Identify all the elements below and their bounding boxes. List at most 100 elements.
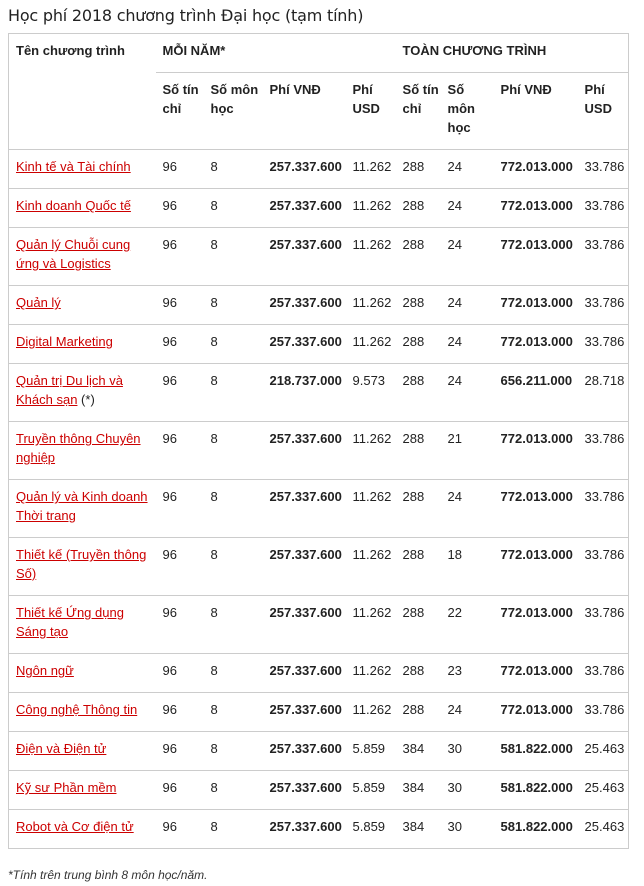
value-cell: 18 — [440, 537, 494, 596]
subheader: Số môn học — [203, 72, 263, 150]
value-cell: 96 — [155, 537, 204, 596]
program-link[interactable]: Quản trị Du lịch và Khách sạn — [16, 373, 123, 407]
program-link[interactable]: Kỹ sư Phần mềm — [16, 780, 117, 795]
value-cell: 8 — [203, 363, 263, 422]
value-cell: 257.337.600 — [262, 809, 346, 849]
value-cell: 772.013.000 — [493, 421, 578, 480]
table-row: Quản trị Du lịch và Khách sạn (*) 96 8 218.… — [8, 363, 629, 422]
value-cell: 8 — [203, 692, 263, 732]
value-cell: 33.786 — [577, 595, 629, 654]
value-cell: 25.463 — [577, 731, 629, 771]
program-cell: Thiết kế (Truyền thông Số) — [8, 537, 156, 596]
program-link[interactable]: Công nghệ Thông tin — [16, 702, 138, 717]
value-cell: 288 — [395, 363, 441, 422]
value-cell: 33.786 — [577, 653, 629, 693]
table-row: Truyền thông Chuyên nghiệp 96 8 257.337.600… — [8, 421, 629, 480]
subheader: Phí USD — [345, 72, 396, 150]
value-cell: 257.337.600 — [262, 149, 346, 189]
value-cell: 8 — [203, 653, 263, 693]
header-whole-program: TOÀN CHƯƠNG TRÌNH — [402, 43, 547, 58]
program-link[interactable]: Robot và Cơ điện tử — [16, 819, 134, 834]
value-cell: 8 — [203, 188, 263, 228]
value-cell: 30 — [440, 809, 494, 849]
value-cell: 288 — [395, 692, 441, 732]
value-cell: 581.822.000 — [493, 731, 578, 771]
table-row: Kinh doanh Quốc tế 96 8 257.337.600 11.262 28… — [8, 188, 629, 228]
subheader: Phí USD — [577, 72, 629, 150]
value-cell: 96 — [155, 188, 204, 228]
program-link[interactable]: Quản lý — [16, 295, 61, 310]
program-link[interactable]: Điện và Điện tử — [16, 741, 107, 756]
value-cell: 33.786 — [577, 479, 629, 538]
program-cell: Kinh doanh Quốc tế — [8, 188, 156, 228]
value-cell: 8 — [203, 324, 263, 364]
value-cell: 25.463 — [577, 770, 629, 810]
value-cell: 8 — [203, 479, 263, 538]
footnote: *Tính trên trung bình 8 môn học/năm. — [8, 868, 208, 882]
value-cell: 96 — [155, 285, 204, 325]
program-cell: Truyền thông Chuyên nghiệp — [8, 421, 156, 480]
program-link[interactable]: Digital Marketing — [16, 334, 113, 349]
value-cell: 30 — [440, 770, 494, 810]
subheader: Số tín chỉ — [395, 72, 441, 150]
value-cell: 257.337.600 — [262, 537, 346, 596]
value-cell: 257.337.600 — [262, 731, 346, 771]
value-cell: 24 — [440, 479, 494, 538]
value-cell: 772.013.000 — [493, 595, 578, 654]
value-cell: 288 — [395, 227, 441, 286]
value-cell: 33.786 — [577, 149, 629, 189]
table-row: Kỹ sư Phần mềm 96 8 257.337.600 5.859 384 30 58… — [8, 770, 629, 810]
table-row: Quản lý 96 8 257.337.600 11.262 288 24 772.013.… — [8, 285, 629, 325]
table-row: Digital Marketing 96 8 257.337.600 11.262 288… — [8, 324, 629, 364]
table-row: Công nghệ Thông tin 96 8 257.337.600 11.262 2… — [8, 692, 629, 732]
value-cell: 24 — [440, 149, 494, 189]
program-cell: Điện và Điện tử — [8, 731, 156, 771]
program-link[interactable]: Quản lý Chuỗi cung ứng và Logistics — [16, 237, 131, 271]
value-cell: 772.013.000 — [493, 188, 578, 228]
value-cell: 257.337.600 — [262, 227, 346, 286]
value-cell: 22 — [440, 595, 494, 654]
value-cell: 33.786 — [577, 537, 629, 596]
program-link[interactable]: Quản lý và Kinh doanh Thời trang — [16, 489, 148, 523]
value-cell: 257.337.600 — [262, 692, 346, 732]
value-cell: 11.262 — [345, 227, 396, 286]
value-cell: 11.262 — [345, 421, 396, 480]
value-cell: 257.337.600 — [262, 770, 346, 810]
program-note: (*) — [77, 392, 95, 407]
program-link[interactable]: Kinh doanh Quốc tế — [16, 198, 131, 213]
value-cell: 96 — [155, 479, 204, 538]
header-program: Tên chương trình — [16, 43, 125, 58]
value-cell: 96 — [155, 770, 204, 810]
table-row: Thiết kế (Truyền thông Số) 96 8 257.337.600… — [8, 537, 629, 596]
table-row: Kinh tế và Tài chính 96 8 257.337.600 11.262… — [8, 149, 629, 189]
program-link[interactable]: Ngôn ngữ — [16, 663, 74, 678]
program-cell: Quản lý — [8, 285, 156, 325]
program-cell: Digital Marketing — [8, 324, 156, 364]
value-cell: 28.718 — [577, 363, 629, 422]
table-row: Thiết kế Ứng dụng Sáng tạo 96 8 257.337.600… — [8, 595, 629, 654]
value-cell: 257.337.600 — [262, 595, 346, 654]
value-cell: 24 — [440, 324, 494, 364]
program-link[interactable]: Thiết kế (Truyền thông Số) — [16, 547, 147, 581]
value-cell: 24 — [440, 188, 494, 228]
value-cell: 11.262 — [345, 285, 396, 325]
value-cell: 8 — [203, 770, 263, 810]
program-cell: Quản lý và Kinh doanh Thời trang — [8, 479, 156, 538]
value-cell: 772.013.000 — [493, 227, 578, 286]
program-link[interactable]: Thiết kế Ứng dụng Sáng tạo — [16, 605, 124, 639]
value-cell: 96 — [155, 363, 204, 422]
value-cell: 11.262 — [345, 692, 396, 732]
value-cell: 5.859 — [345, 731, 396, 771]
program-link[interactable]: Kinh tế và Tài chính — [16, 159, 131, 174]
value-cell: 21 — [440, 421, 494, 480]
program-cell: Quản trị Du lịch và Khách sạn (*) — [8, 363, 156, 422]
value-cell: 384 — [395, 809, 441, 849]
value-cell: 288 — [395, 537, 441, 596]
value-cell: 11.262 — [345, 595, 396, 654]
program-link[interactable]: Truyền thông Chuyên nghiệp — [16, 431, 141, 465]
value-cell: 33.786 — [577, 324, 629, 364]
value-cell: 96 — [155, 692, 204, 732]
value-cell: 257.337.600 — [262, 188, 346, 228]
value-cell: 11.262 — [345, 653, 396, 693]
value-cell: 5.859 — [345, 809, 396, 849]
